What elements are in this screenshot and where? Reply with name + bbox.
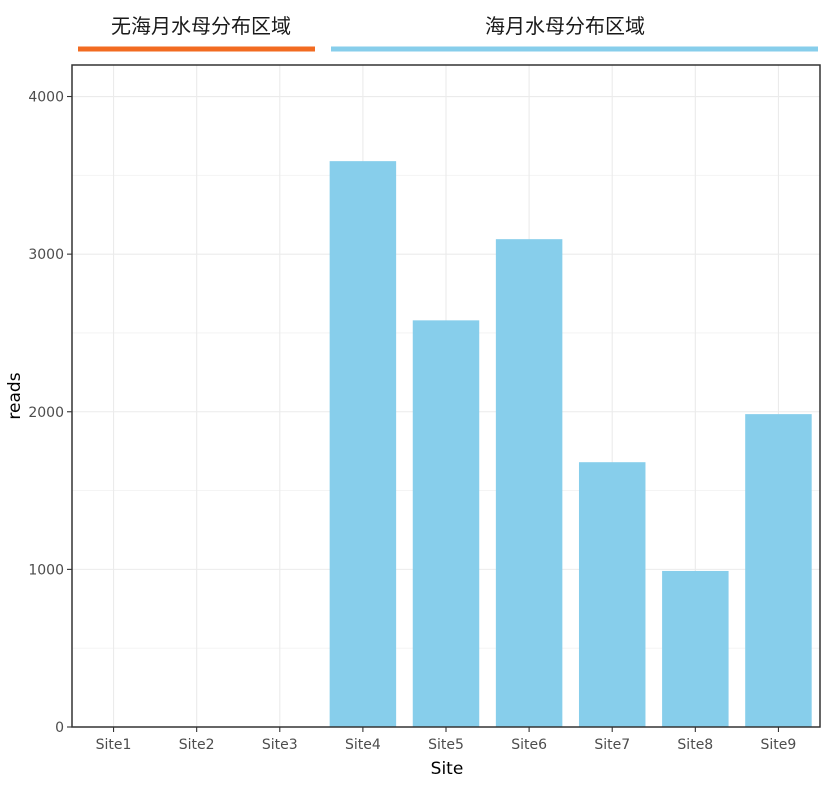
y-axis-title: reads (5, 372, 25, 419)
bar-site4 (329, 161, 397, 728)
x-axis-title: Site (431, 759, 464, 779)
bar-site5 (412, 320, 480, 727)
x-axis-ticks: Site1 Site2 Site3 Site4 Site5 Site6 Site7 Site8… (96, 727, 797, 753)
y-tick-label: 2000 (28, 405, 64, 421)
y-tick-label: 4000 (28, 90, 64, 106)
x-tick-label: Site4 (345, 737, 381, 753)
x-tick-label: Site2 (179, 737, 215, 753)
x-tick-label: Site9 (761, 737, 797, 753)
x-tick-label: Site8 (677, 737, 713, 753)
bar-site7 (578, 462, 646, 727)
bar-site9 (745, 414, 812, 727)
bar-site6 (495, 239, 563, 727)
y-axis-ticks: 0 1000 2000 3000 4000 (28, 90, 72, 736)
x-tick-label: Site1 (96, 737, 132, 753)
x-tick-label: Site6 (511, 737, 547, 753)
group-annotations: 无海月水母分布区域 海月水母分布区域 (78, 14, 818, 52)
group-label-jellyfish: 海月水母分布区域 (485, 14, 645, 38)
bar-site8 (662, 570, 729, 727)
x-tick-label: Site7 (594, 737, 630, 753)
x-tick-label: Site5 (428, 737, 464, 753)
y-tick-label: 1000 (28, 562, 64, 578)
group-label-no-jellyfish: 无海月水母分布区域 (111, 14, 291, 38)
x-tick-label: Site3 (262, 737, 298, 753)
y-tick-label: 0 (55, 720, 64, 736)
bars (329, 161, 812, 728)
y-tick-label: 3000 (28, 247, 64, 263)
